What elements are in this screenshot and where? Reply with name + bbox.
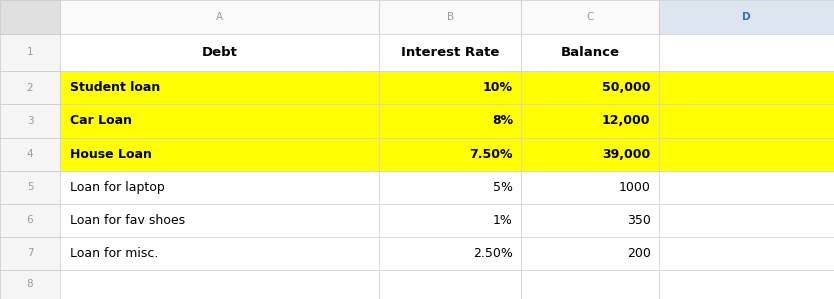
Text: 1%: 1% (493, 214, 513, 227)
Bar (60, 138, 379, 171)
Bar (379, 71, 521, 104)
Text: 2.50%: 2.50% (473, 247, 513, 260)
Text: 7: 7 (27, 248, 33, 258)
Bar (521, 237, 659, 270)
Bar (60, 71, 379, 104)
Text: 7.50%: 7.50% (470, 148, 513, 161)
Bar (521, 138, 659, 171)
Text: Loan for misc.: Loan for misc. (70, 247, 158, 260)
Bar (659, 204, 834, 237)
Text: Interest Rate: Interest Rate (401, 46, 500, 59)
Bar (0, 71, 60, 104)
Text: 39,000: 39,000 (602, 148, 651, 161)
Text: A: A (216, 12, 224, 22)
Bar (659, 34, 834, 71)
Bar (0, 138, 60, 171)
Bar (521, 71, 659, 104)
Bar (379, 138, 521, 171)
Bar (60, 270, 379, 299)
Bar (60, 104, 379, 138)
Bar (0, 34, 60, 71)
Text: Balance: Balance (560, 46, 620, 59)
Bar (379, 0, 521, 34)
Text: 12,000: 12,000 (602, 115, 651, 127)
Bar (521, 0, 659, 34)
Text: 350: 350 (626, 214, 651, 227)
Bar (379, 34, 521, 71)
Text: Student loan: Student loan (70, 81, 160, 94)
Bar (0, 237, 60, 270)
Bar (521, 270, 659, 299)
Text: 5%: 5% (493, 181, 513, 194)
Text: 1000: 1000 (619, 181, 651, 194)
Bar (60, 237, 379, 270)
Text: 50,000: 50,000 (602, 81, 651, 94)
Bar (379, 270, 521, 299)
Text: Car Loan: Car Loan (70, 115, 132, 127)
Bar (521, 171, 659, 204)
Text: B: B (447, 12, 454, 22)
Text: 8: 8 (27, 280, 33, 289)
Text: House Loan: House Loan (70, 148, 152, 161)
Bar (659, 71, 834, 104)
Bar (0, 270, 60, 299)
Bar (0, 204, 60, 237)
Bar (60, 34, 379, 71)
Bar (379, 237, 521, 270)
Bar (521, 104, 659, 138)
Text: 10%: 10% (483, 81, 513, 94)
Bar (0, 104, 60, 138)
Bar (521, 204, 659, 237)
Bar (379, 204, 521, 237)
Text: 6: 6 (27, 215, 33, 225)
Bar (659, 104, 834, 138)
Text: Debt: Debt (202, 46, 238, 59)
Text: 4: 4 (27, 149, 33, 159)
Bar (60, 0, 379, 34)
Text: Loan for laptop: Loan for laptop (70, 181, 165, 194)
Text: D: D (742, 12, 751, 22)
Bar (659, 270, 834, 299)
Bar (659, 138, 834, 171)
Bar (379, 171, 521, 204)
Bar (521, 34, 659, 71)
Bar (659, 171, 834, 204)
Text: 3: 3 (27, 116, 33, 126)
Bar (379, 104, 521, 138)
Bar (659, 237, 834, 270)
Bar (0, 171, 60, 204)
Text: 200: 200 (626, 247, 651, 260)
Text: 1: 1 (27, 48, 33, 57)
Bar (60, 171, 379, 204)
Text: 2: 2 (27, 83, 33, 93)
Text: 5: 5 (27, 182, 33, 192)
Text: C: C (586, 12, 594, 22)
Bar (0, 0, 60, 34)
Text: Loan for fav shoes: Loan for fav shoes (70, 214, 185, 227)
Bar (659, 0, 834, 34)
Bar (60, 204, 379, 237)
Text: 8%: 8% (492, 115, 513, 127)
